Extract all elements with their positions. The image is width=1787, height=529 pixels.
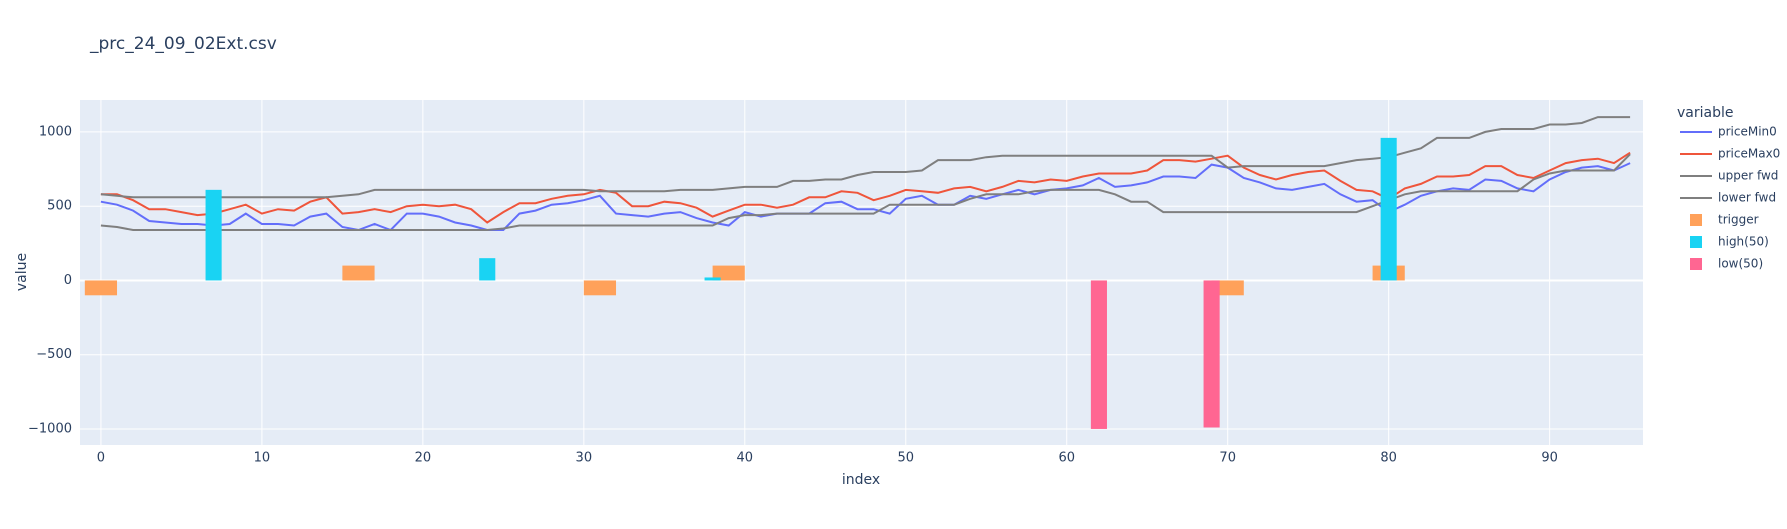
bar [1211,280,1244,296]
bar [1090,280,1107,429]
x-tick-label: 30 [576,451,593,466]
x-axis-title: index [842,472,880,488]
bar [205,189,222,281]
x-tick-label: 60 [1058,451,1075,466]
legend-label: low(50) [1718,257,1763,271]
bar [1380,137,1397,281]
line [100,151,1631,224]
bar [712,265,745,281]
legend-label: priceMax0 [1718,147,1780,161]
x-tick-label: 90 [1541,451,1558,466]
y-tick-label: 500 [47,199,72,214]
x-tick-label: 20 [415,451,432,466]
bar [342,265,375,281]
x-tick-label: 80 [1380,451,1397,466]
x-tick-label: 50 [897,451,914,466]
y-axis-title: value [14,253,30,291]
plot-layer [100,116,1631,232]
bar [704,277,721,281]
bar [583,280,617,296]
y-tick-label: 0 [64,273,72,288]
bar [479,258,496,281]
legend-label: lower fwd [1718,191,1776,205]
legend-label: high(50) [1718,235,1769,249]
legend-title: variable [1677,105,1733,121]
line [100,153,1631,231]
x-tick-label: 70 [1219,451,1236,466]
bar [84,280,118,296]
chart-title: _prc_24_09_02Ext.csv [89,34,277,54]
y-tick-label: −1000 [28,421,72,436]
x-tick-label: 40 [737,451,754,466]
y-tick-label: −500 [36,347,72,362]
legend-swatch [1690,258,1702,270]
legend-label: trigger [1718,213,1759,227]
y-tick-label: 1000 [39,124,72,139]
legend-swatch [1690,236,1702,248]
x-tick-label: 0 [97,451,105,466]
legend-label: priceMin0 [1718,125,1777,139]
line [100,116,1631,199]
legend-swatch [1690,214,1702,226]
legend-label: upper fwd [1718,169,1778,183]
x-tick-label: 10 [254,451,271,466]
bar [1203,280,1220,428]
